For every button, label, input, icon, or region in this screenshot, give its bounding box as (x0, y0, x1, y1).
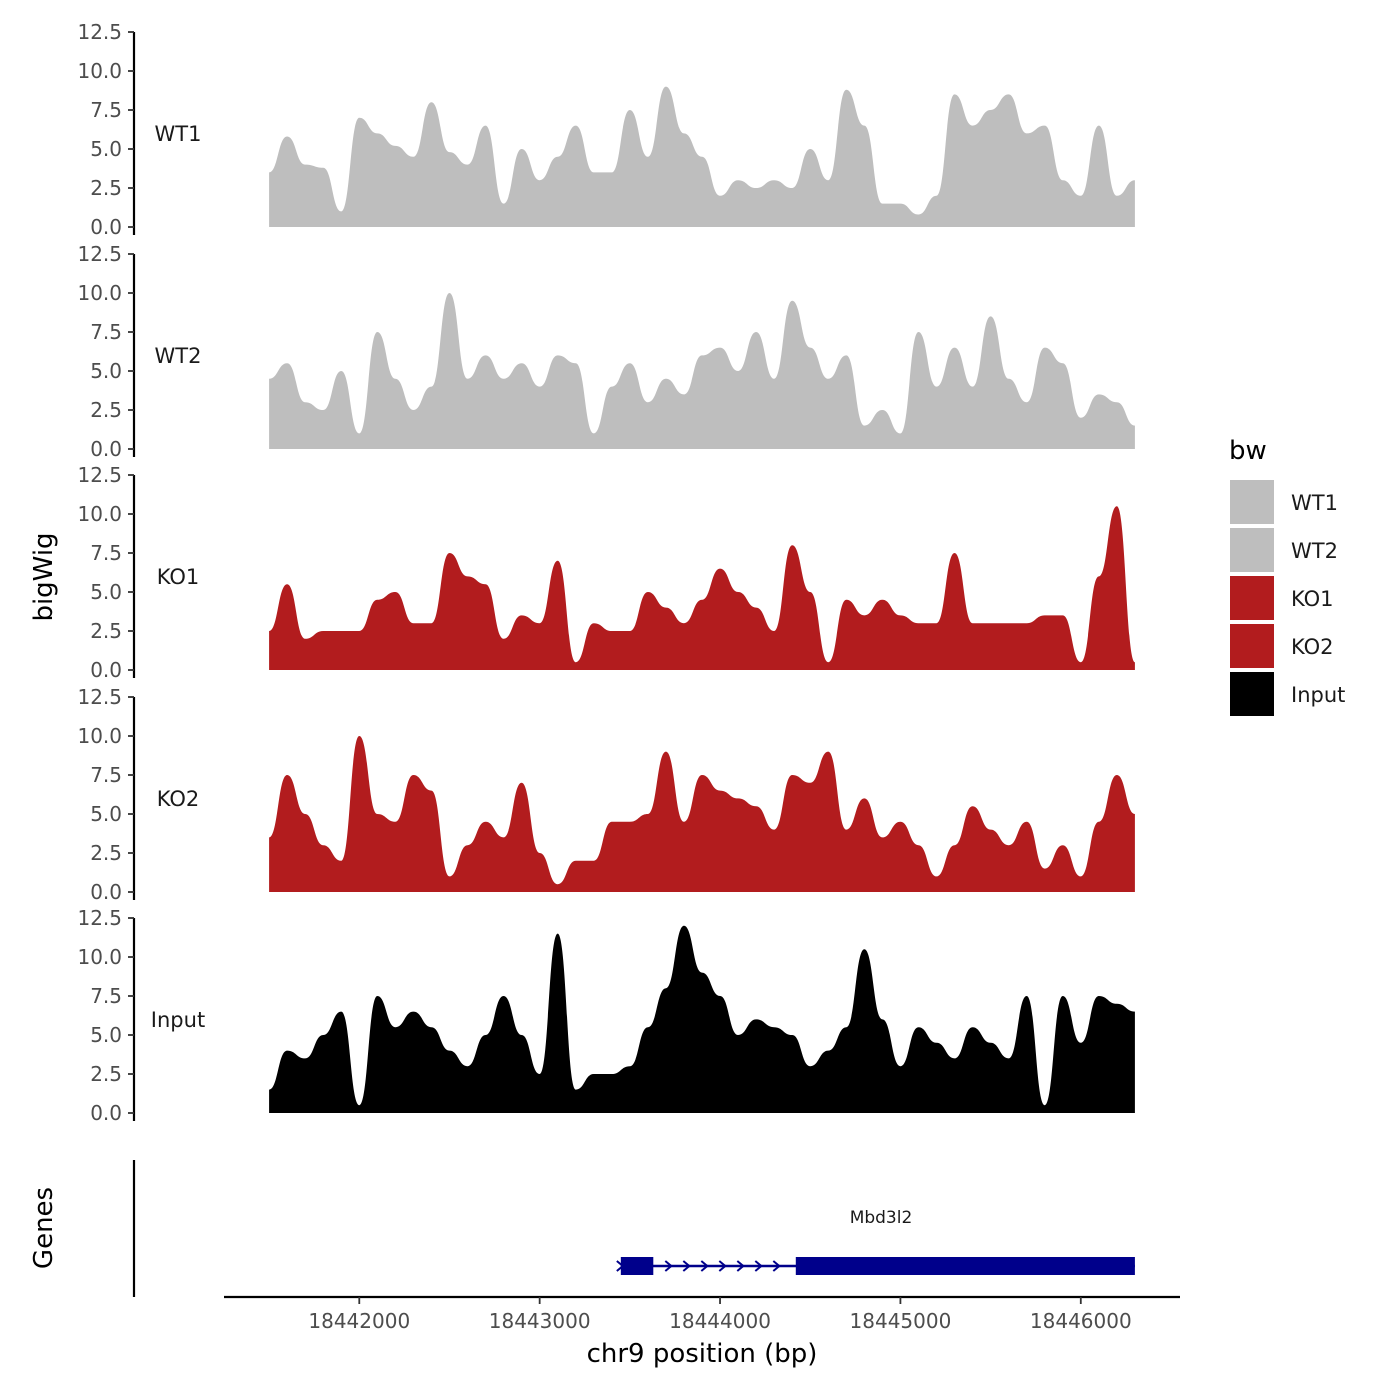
y-tick-label: 7.5 (90, 984, 122, 1008)
x-tick-label: 18442000 (308, 1309, 410, 1333)
y-tick-label: 12.5 (77, 685, 122, 709)
track-label-ko2: KO2 (157, 787, 200, 811)
legend-swatch-ko1 (1230, 576, 1274, 620)
x-tick-label: 18443000 (489, 1309, 591, 1333)
gene-label: Mbd3l2 (850, 1208, 913, 1228)
signal-area-ko2 (269, 736, 1135, 892)
y-tick-label: 2.5 (90, 841, 122, 865)
legend-label-ko2: KO2 (1291, 635, 1334, 659)
y-tick-label: 2.5 (90, 398, 122, 422)
y-tick-label: 7.5 (90, 541, 122, 565)
signal-area-wt2 (269, 293, 1135, 449)
y-tick-label: 12.5 (77, 906, 122, 930)
y-tick-label: 7.5 (90, 98, 122, 122)
y-tick-label: 5.0 (90, 1023, 122, 1047)
legend-label-input: Input (1291, 683, 1345, 707)
y-tick-label: 5.0 (90, 359, 122, 383)
y-tick-label: 12.5 (77, 463, 122, 487)
y-tick-label: 5.0 (90, 580, 122, 604)
y-tick-label: 12.5 (77, 242, 122, 266)
signal-tracks: 0.0 2.5 5.0 7.5 10.0 12.5 WT1 0.0 2.5 5.0 7.5 10.0 1… (77, 20, 1135, 1125)
legend: bw WT1 WT2 KO1 KO2 Input (1229, 436, 1345, 716)
x-tick-label: 18445000 (850, 1309, 952, 1333)
y-tick-label: 7.5 (90, 763, 122, 787)
y-tick-label: 2.5 (90, 1062, 122, 1086)
track-label-wt2: WT2 (155, 344, 202, 368)
y-tick-label: 10.0 (77, 281, 122, 305)
x-axis-title: chr9 position (bp) (587, 1339, 818, 1369)
legend-label-wt1: WT1 (1291, 491, 1338, 515)
legend-label-wt2: WT2 (1291, 539, 1338, 563)
y-tick-label: 0.0 (90, 1101, 122, 1125)
legend-swatch-ko2 (1230, 624, 1274, 668)
y-tick-label: 10.0 (77, 724, 122, 748)
x-axis: 18442000 18443000 18444000 18445000 18446000 (224, 1295, 1180, 1333)
strand-arrow (736, 1260, 745, 1272)
signal-area-input (269, 925, 1135, 1113)
y-tick-label: 0.0 (90, 880, 122, 904)
strand-arrow (718, 1260, 727, 1272)
y-tick-label: 10.0 (77, 59, 122, 83)
strand-arrow (700, 1260, 709, 1272)
genes-panel: Mbd3l2 (132, 1160, 1135, 1297)
track-ko2: 0.0 2.5 5.0 7.5 10.0 12.5 KO2 (77, 685, 1135, 904)
y-axis-title: bigWig (29, 532, 59, 621)
y-tick-label: 0.0 (90, 658, 122, 682)
track-label-wt1: WT1 (155, 122, 202, 146)
track-input: 0.0 2.5 5.0 7.5 10.0 12.5 Input (77, 906, 1135, 1125)
track-wt1: 0.0 2.5 5.0 7.5 10.0 12.5 WT1 (77, 20, 1135, 239)
strand-arrow (682, 1260, 691, 1272)
strand-arrow (664, 1260, 673, 1272)
legend-swatch-wt2 (1230, 528, 1274, 572)
legend-label-ko1: KO1 (1291, 587, 1334, 611)
x-tick-label: 18444000 (669, 1309, 771, 1333)
track-wt2: 0.0 2.5 5.0 7.5 10.0 12.5 WT2 (77, 242, 1135, 461)
y-tick-label: 12.5 (77, 20, 122, 44)
legend-title: bw (1229, 436, 1267, 466)
x-tick-label: 18446000 (1030, 1309, 1132, 1333)
y-tick-label: 0.0 (90, 215, 122, 239)
legend-swatch-input (1230, 672, 1274, 716)
gene-exon (795, 1257, 1135, 1275)
genes-axis-title: Genes (29, 1187, 59, 1269)
y-tick-label: 2.5 (90, 176, 122, 200)
y-tick-label: 7.5 (90, 320, 122, 344)
y-tick-label: 0.0 (90, 437, 122, 461)
y-tick-label: 2.5 (90, 619, 122, 643)
signal-area-ko1 (269, 506, 1135, 670)
y-tick-label: 5.0 (90, 137, 122, 161)
track-ko1: 0.0 2.5 5.0 7.5 10.0 12.5 KO1 (77, 463, 1135, 682)
y-tick-label: 5.0 (90, 802, 122, 826)
gene-exon (620, 1257, 654, 1275)
strand-arrow (754, 1260, 763, 1272)
track-label-ko1: KO1 (157, 565, 200, 589)
strand-arrow (772, 1260, 781, 1272)
y-tick-label: 10.0 (77, 502, 122, 526)
track-label-input: Input (151, 1008, 205, 1032)
y-tick-label: 10.0 (77, 945, 122, 969)
legend-swatch-wt1 (1230, 480, 1274, 524)
signal-area-wt1 (269, 86, 1135, 227)
